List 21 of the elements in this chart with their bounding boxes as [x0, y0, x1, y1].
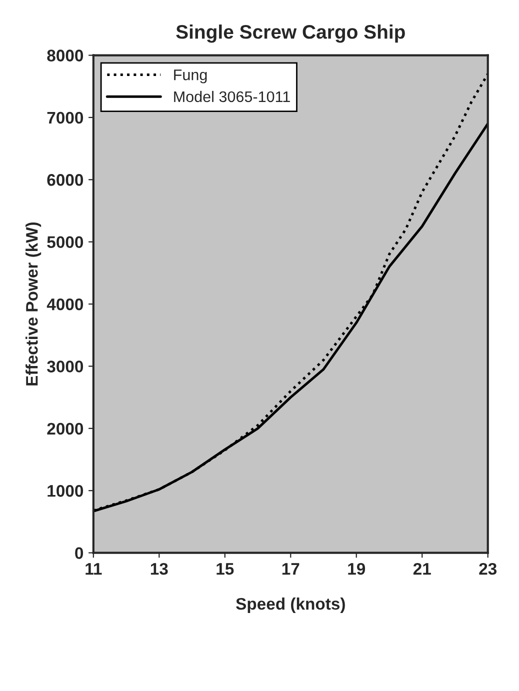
legend-label: Model 3065-1011: [174, 90, 290, 102]
y-tick-label: 7000: [47, 112, 84, 124]
x-tick-label: 11: [86, 563, 102, 575]
y-tick-label: 1000: [48, 485, 84, 497]
x-axis-title: Speed (knots): [236, 598, 345, 614]
y-tick-label: 3000: [47, 360, 84, 372]
y-tick-label: 2000: [47, 422, 84, 435]
chart-title: Single Screw Cargo Ship: [176, 24, 405, 43]
y-axis-title: Effective Power (kW): [26, 222, 42, 386]
y-tick-label: 6000: [47, 174, 84, 186]
y-tick-label: 4000: [46, 298, 84, 310]
x-tick-label: 23: [479, 562, 497, 575]
legend-label: Fung: [174, 70, 207, 84]
x-tick-label: 15: [216, 563, 234, 575]
x-tick-label: 21: [413, 562, 431, 575]
y-tick-label: 8000: [47, 50, 84, 62]
y-tick-label: 5000: [47, 236, 84, 248]
x-tick-label: 19: [348, 562, 366, 575]
x-tick-label: 13: [150, 562, 168, 575]
y-tick-label: 0: [75, 547, 84, 560]
x-tick-label: 17: [282, 563, 300, 575]
